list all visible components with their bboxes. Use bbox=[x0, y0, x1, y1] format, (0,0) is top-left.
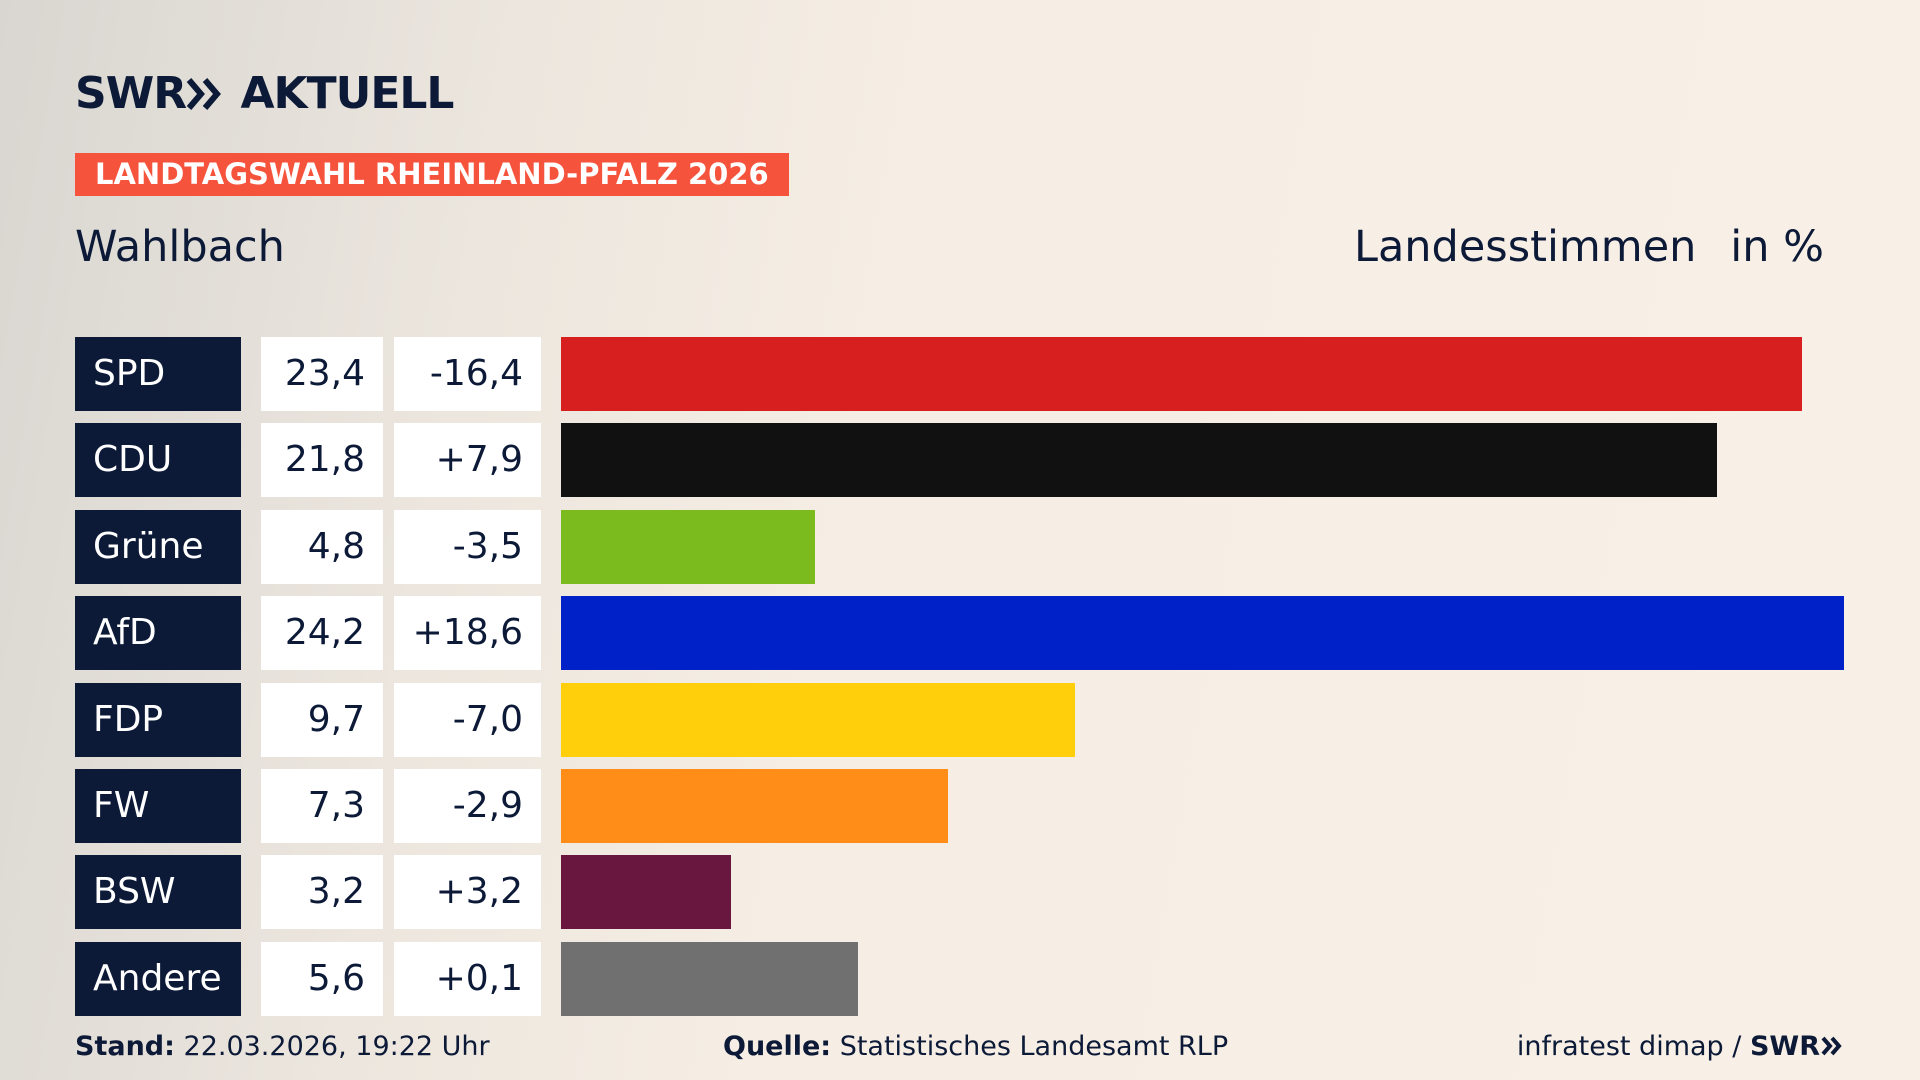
logo-product: AKTUELL bbox=[240, 68, 454, 119]
logo: SWR AKTUELL bbox=[75, 68, 454, 119]
bar bbox=[561, 337, 1802, 411]
credit: infratest dimap / SWR bbox=[1517, 1031, 1844, 1062]
banner: LANDTAGSWAHL RHEINLAND-PFALZ 2026 bbox=[75, 153, 789, 196]
chart-title: Wahlbach bbox=[75, 222, 285, 272]
credit-brand: SWR bbox=[1749, 1031, 1820, 1062]
bar bbox=[561, 509, 816, 584]
value-label: 24,2 bbox=[261, 596, 383, 671]
value-label: 3,2 bbox=[261, 855, 383, 930]
bar bbox=[561, 941, 858, 1016]
category-label: FW bbox=[75, 769, 241, 843]
logo-arrows bbox=[186, 78, 222, 110]
category-label: FDP bbox=[75, 682, 241, 757]
change-label: -16,4 bbox=[394, 337, 541, 411]
stand: Stand: 22.03.2026, 19:22 Uhr bbox=[75, 1031, 490, 1062]
source-label: Quelle: bbox=[723, 1031, 832, 1062]
change-label: +18,6 bbox=[394, 596, 541, 671]
value-label: 9,7 bbox=[261, 682, 383, 757]
change-label: -3,5 bbox=[394, 509, 541, 584]
change-label: +3,2 bbox=[394, 855, 541, 930]
stand-label: Stand: bbox=[75, 1031, 175, 1062]
category-label: CDU bbox=[75, 423, 241, 498]
value-label: 5,6 bbox=[261, 941, 383, 1016]
bar bbox=[561, 596, 1844, 671]
credit-text: infratest dimap / bbox=[1516, 1031, 1742, 1062]
value-label: 7,3 bbox=[261, 769, 383, 843]
bar bbox=[561, 769, 949, 843]
change-label: -7,0 bbox=[394, 682, 541, 757]
category-label: AfD bbox=[75, 596, 241, 671]
category-label: BSW bbox=[75, 855, 241, 930]
change-label: -2,9 bbox=[394, 769, 541, 843]
change-label: +7,9 bbox=[394, 423, 541, 498]
unit: in % bbox=[1730, 222, 1824, 272]
category-label: Grüne bbox=[75, 509, 241, 584]
logo-brand: SWR bbox=[75, 68, 187, 119]
credit-arrows bbox=[1821, 1036, 1842, 1056]
source-value: Statistisches Landesamt RLP bbox=[839, 1031, 1229, 1062]
value-label: 4,8 bbox=[261, 509, 383, 584]
measure: Landesstimmen bbox=[1354, 222, 1697, 272]
bar bbox=[561, 423, 1717, 498]
bar bbox=[561, 682, 1076, 757]
value-label: 23,4 bbox=[261, 337, 383, 411]
change-label: +0,1 bbox=[394, 941, 541, 1016]
stand-value: 22.03.2026, 19:22 Uhr bbox=[183, 1031, 490, 1062]
category-label: Andere bbox=[75, 941, 241, 1016]
source: Quelle: Statistisches Landesamt RLP bbox=[723, 1031, 1228, 1062]
category-label: SPD bbox=[75, 337, 241, 411]
bar bbox=[561, 855, 731, 930]
value-label: 21,8 bbox=[261, 423, 383, 498]
